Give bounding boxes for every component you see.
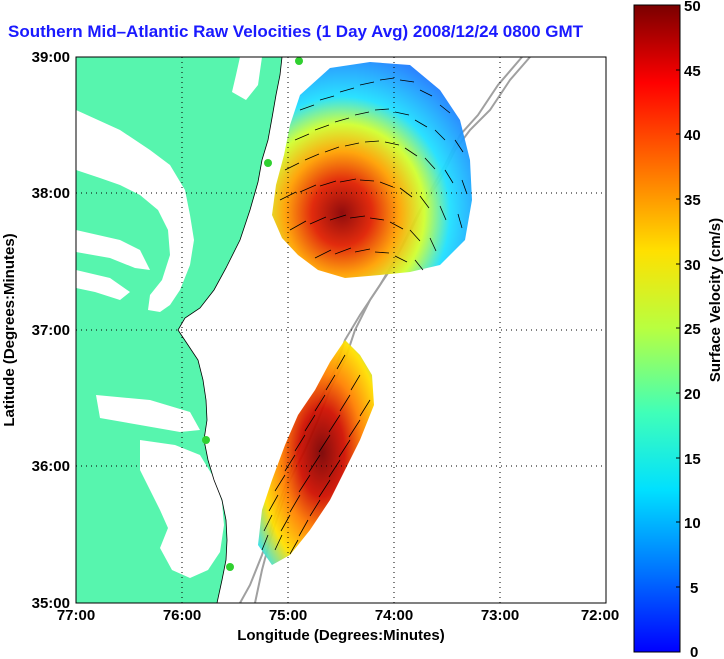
x-axis-label: Longitude (Degrees:Minutes) [237, 627, 445, 644]
hf-radar-station [226, 563, 234, 571]
plot-frame [75, 56, 607, 604]
x-tick-label: 72:00 [581, 607, 619, 624]
y-tick-label: 37:00 [32, 322, 70, 339]
colorbar: 50 45 40 35 30 25 20 15 10 5 0 Surface V… [633, 0, 724, 659]
colorbar-tick-label: 50 [684, 0, 701, 15]
y-axis-label: Latitude (Degrees:Minutes) [1, 233, 18, 426]
x-tick-label: 77:00 [57, 607, 95, 624]
y-tick-label: 35:00 [32, 595, 70, 612]
hf-radar-station [264, 159, 272, 167]
colorbar-tick-label: 10 [684, 515, 701, 532]
hf-radar-station [295, 57, 303, 65]
hf-radar-station [202, 436, 210, 444]
x-tick-label: 73:00 [481, 607, 519, 624]
x-tick-label: 74:00 [375, 607, 413, 624]
pamlico-sound [140, 440, 224, 578]
y-tick-label: 36:00 [32, 458, 70, 475]
colorbar-tick-label: 35 [684, 192, 701, 209]
velocity-vectors [261, 77, 468, 555]
x-axis: 77:00 76:00 75:00 74:00 73:00 72:00 Long… [57, 607, 619, 644]
velocity-field-north [272, 62, 472, 278]
colorbar-label: Surface Velocity (cm/s) [707, 218, 724, 382]
map-title: Southern Mid–Atlantic Raw Velocities (1 … [8, 22, 584, 41]
chesapeake-bay [76, 110, 194, 312]
colorbar-tick-label: 0 [690, 644, 698, 659]
colorbar-tick-label: 20 [684, 386, 701, 403]
land-mass [76, 57, 282, 603]
y-tick-label: 38:00 [32, 185, 70, 202]
colorbar-tick-label: 30 [684, 257, 701, 274]
colorbar-tick-label: 25 [684, 321, 701, 338]
colorbar-scale [633, 4, 681, 653]
colorbar-tick-label: 45 [684, 63, 701, 80]
colorbar-tick-label: 5 [690, 580, 698, 597]
y-tick-label: 39:00 [32, 49, 70, 66]
colorbar-tick-label: 15 [684, 451, 701, 468]
velocity-field-south [258, 340, 374, 565]
x-tick-label: 76:00 [163, 607, 201, 624]
colorbar-tick-label: 40 [684, 127, 701, 144]
grid-lines [76, 57, 606, 603]
y-axis: 39:00 38:00 37:00 36:00 35:00 Latitude (… [1, 49, 70, 612]
x-tick-label: 75:00 [269, 607, 307, 624]
